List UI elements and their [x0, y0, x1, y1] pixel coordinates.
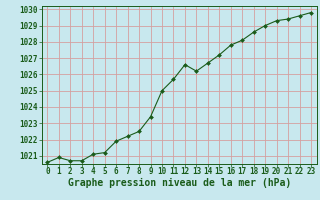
X-axis label: Graphe pression niveau de la mer (hPa): Graphe pression niveau de la mer (hPa)	[68, 178, 291, 188]
